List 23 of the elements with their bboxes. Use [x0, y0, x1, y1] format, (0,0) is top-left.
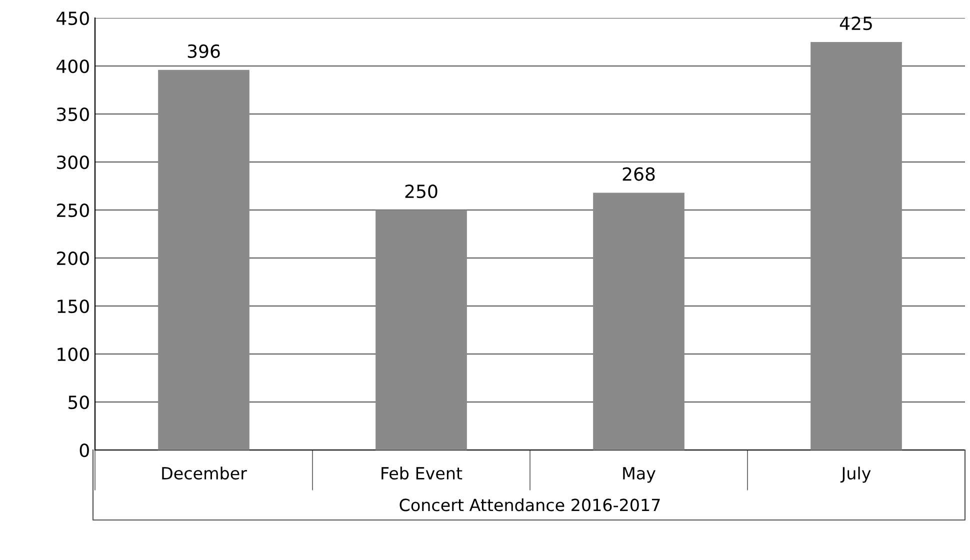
data-label: 396 — [188, 44, 220, 58]
y-tick-label: 350 — [57, 107, 89, 122]
y-tick-label: 200 — [57, 251, 89, 266]
bar — [158, 70, 250, 450]
x-tick-label: Feb Event — [382, 466, 462, 480]
data-label: 268 — [622, 167, 655, 181]
bar — [593, 192, 684, 450]
x-tick-label: July — [840, 466, 871, 483]
y-tick-label: 0 — [80, 443, 89, 458]
bar — [376, 210, 467, 450]
y-tick-label: 250 — [57, 203, 89, 218]
x-tick-label: December — [162, 466, 247, 480]
y-tick-label: 300 — [57, 155, 89, 170]
data-label: 250 — [405, 184, 438, 198]
y-tick-label: 400 — [56, 59, 89, 74]
y-tick-label: 100 — [58, 347, 89, 362]
x-tick-label: May — [623, 467, 656, 483]
data-label: 425 — [840, 16, 872, 30]
y-tick-label: 150 — [58, 299, 89, 314]
bar — [810, 42, 902, 450]
y-tick-label: 50 — [68, 395, 89, 410]
y-tick-label: 450 — [56, 11, 89, 26]
x-axis-title: Concert Attendance 2016-2017 — [400, 498, 660, 512]
